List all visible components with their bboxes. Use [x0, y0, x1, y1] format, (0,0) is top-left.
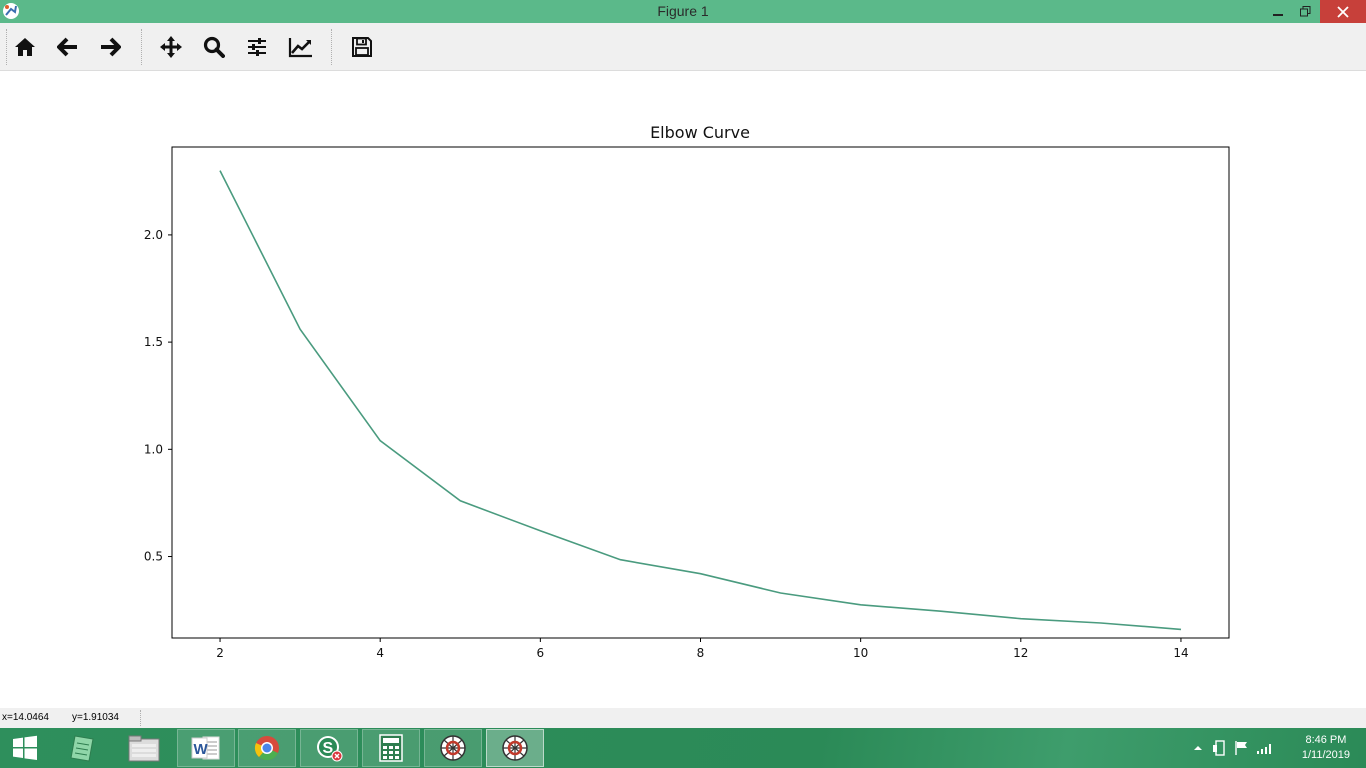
toolbar-separator — [141, 29, 142, 65]
calculator-icon — [379, 734, 403, 762]
y-coordinate-readout: y=1.91034 — [72, 712, 119, 723]
windows-logo-icon — [13, 735, 37, 760]
web-icon — [440, 735, 466, 761]
toolbar-grip — [6, 29, 7, 65]
minimize-icon — [1273, 13, 1283, 16]
system-tray — [1192, 728, 1274, 768]
y-axis: 0.5 1.0 1.5 2.0 — [144, 228, 172, 564]
chart-line-icon — [288, 38, 312, 58]
arrow-right-icon — [101, 37, 121, 57]
taskbar-notepad[interactable] — [54, 729, 112, 767]
y-tick-label: 1.0 — [144, 442, 163, 456]
chart-title: Elbow Curve — [650, 123, 750, 142]
y-tick-label: 2.0 — [144, 228, 163, 242]
taskbar-file-explorer[interactable] — [115, 729, 173, 767]
back-button[interactable] — [53, 33, 83, 61]
navigation-toolbar — [0, 23, 1366, 71]
arrow-left-icon — [57, 37, 77, 57]
y-tick-label: 1.5 — [144, 335, 163, 349]
figure-canvas[interactable]: Elbow Curve 2 4 6 8 10 12 14 0.5 1.0 1.5 2.0 — [0, 71, 1366, 708]
start-button[interactable] — [0, 729, 50, 767]
chrome-icon — [254, 736, 279, 761]
x-tick-label: 8 — [697, 646, 705, 660]
x-tick-label: 14 — [1173, 646, 1188, 660]
word-icon: W — [191, 736, 220, 760]
status-separator — [140, 710, 141, 726]
signal-icon[interactable] — [1256, 741, 1274, 755]
home-icon — [15, 38, 35, 56]
web-icon — [502, 735, 528, 761]
device-icon[interactable] — [1212, 740, 1228, 756]
toolbar-separator — [331, 29, 332, 65]
window-title: Figure 1 — [657, 3, 709, 19]
forward-button[interactable] — [95, 33, 125, 61]
taskbar: W S — [0, 728, 1366, 768]
skype-icon: S — [317, 736, 343, 762]
x-tick-label: 6 — [537, 646, 545, 660]
taskbar-clock[interactable]: 8:46 PM 1/11/2019 — [1302, 733, 1350, 763]
svg-text:S: S — [323, 740, 334, 757]
taskbar-chrome[interactable] — [238, 729, 296, 767]
taskbar-calculator[interactable] — [362, 729, 420, 767]
y-tick-label: 0.5 — [144, 550, 163, 564]
taskbar-skype[interactable]: S — [300, 729, 358, 767]
restore-button[interactable] — [1291, 0, 1319, 23]
taskbar-web-app[interactable] — [424, 729, 482, 767]
x-axis: 2 4 6 8 10 12 14 — [216, 638, 1189, 660]
app-icon[interactable] — [2, 2, 20, 20]
floppy-icon — [352, 37, 372, 57]
home-button[interactable] — [10, 33, 40, 61]
notepad-icon — [70, 735, 94, 762]
zoom-button[interactable] — [199, 33, 229, 61]
pan-button[interactable] — [156, 33, 186, 61]
sliders-icon — [248, 38, 266, 56]
magnifier-icon — [203, 36, 225, 58]
clock-date: 1/11/2019 — [1301, 749, 1350, 761]
save-button[interactable] — [347, 33, 377, 61]
svg-text:W: W — [194, 741, 209, 758]
flag-icon[interactable] — [1234, 740, 1250, 756]
edit-curves-button[interactable] — [286, 33, 316, 61]
line-chart[interactable]: 2 4 6 8 10 12 14 0.5 1.0 1.5 2.0 — [0, 71, 1366, 708]
show-hidden-icons-icon[interactable] — [1192, 743, 1204, 753]
taskbar-python-figure[interactable] — [486, 729, 544, 767]
plot-frame — [171, 146, 1230, 639]
series-line[interactable] — [219, 170, 1182, 631]
close-icon — [1337, 5, 1349, 18]
folder-icon — [128, 735, 160, 762]
restore-icon — [1299, 6, 1310, 17]
x-coordinate-readout: x=14.0464 — [2, 712, 49, 723]
x-tick-label: 10 — [853, 646, 868, 660]
status-bar: x=14.0464 y=1.91034 — [0, 708, 1366, 728]
x-tick-label: 4 — [376, 646, 384, 660]
close-button[interactable] — [1320, 0, 1366, 23]
x-tick-label: 2 — [216, 646, 224, 660]
minimize-button[interactable] — [1264, 0, 1292, 23]
title-bar: Figure 1 — [0, 0, 1366, 23]
x-tick-label: 12 — [1013, 646, 1028, 660]
clock-time: 8:46 PM — [1305, 734, 1347, 746]
subplots-button[interactable] — [242, 33, 272, 61]
move-icon — [160, 36, 182, 58]
taskbar-word[interactable]: W — [177, 729, 235, 767]
